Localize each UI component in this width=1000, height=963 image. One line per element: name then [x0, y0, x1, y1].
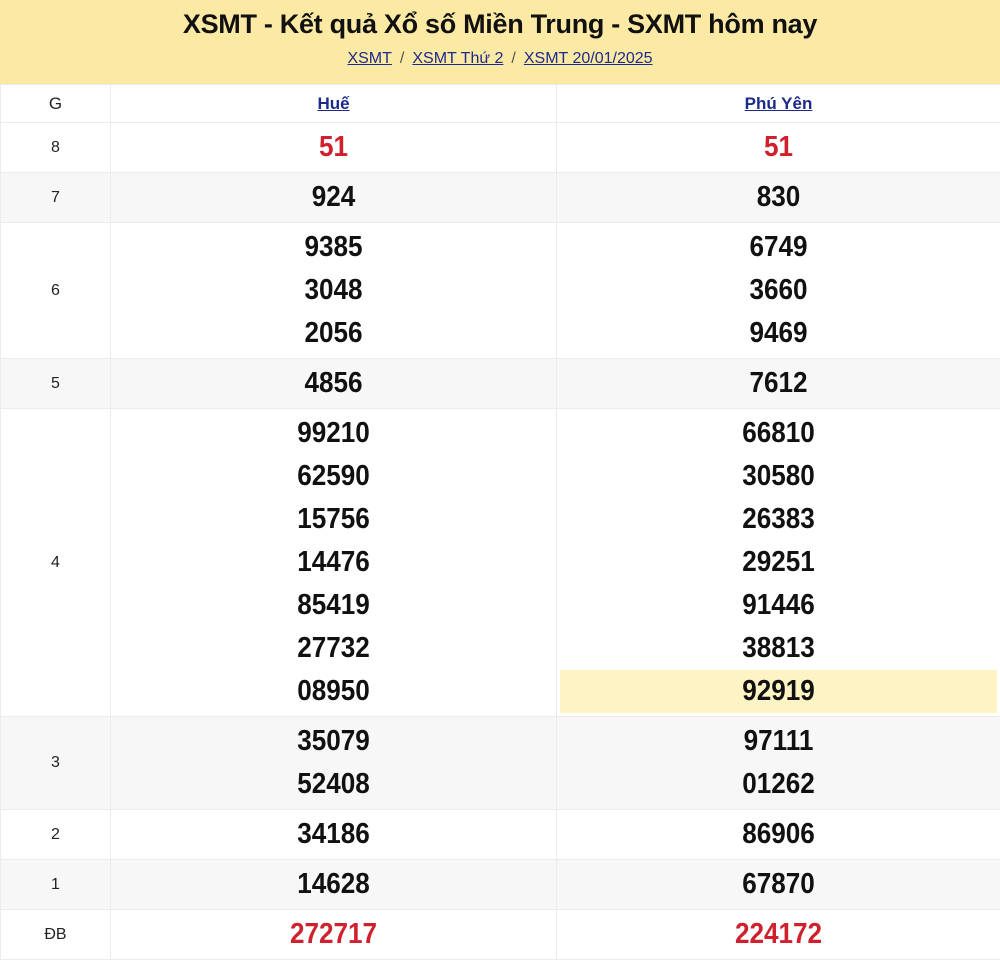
lottery-number: 272717	[289, 918, 378, 950]
prize-column-header: G	[0, 84, 111, 123]
lottery-number: 85419	[297, 589, 370, 621]
prize-label: 4	[0, 408, 111, 717]
lottery-number: 9469	[749, 317, 808, 349]
result-cell: 86906	[556, 809, 1000, 860]
lottery-number: 86906	[742, 818, 815, 850]
result-cell: 6749 3660 9469	[556, 222, 1000, 359]
prize-label: 2	[0, 809, 111, 860]
lottery-number: 30580	[742, 460, 815, 492]
lottery-number: 34186	[297, 818, 370, 850]
lottery-number: 224172	[734, 918, 823, 950]
table-row: 7 924 830	[0, 172, 1000, 223]
breadcrumb-xsmt-date[interactable]: XSMT 20/01/2025	[523, 50, 653, 67]
lottery-number: 3660	[749, 274, 808, 306]
lottery-number: 6749	[749, 231, 808, 263]
lottery-number: 08950	[297, 675, 370, 707]
lottery-number: 26383	[742, 503, 815, 535]
prize-label: ĐB	[0, 909, 111, 960]
result-cell: 35079 52408	[110, 716, 557, 810]
lottery-number: 67870	[742, 868, 815, 900]
lottery-number: 4856	[304, 367, 363, 399]
lottery-number: 14476	[297, 546, 370, 578]
result-cell: 7612	[556, 358, 1000, 409]
result-cell: 97111 01262	[556, 716, 1000, 810]
lottery-number: 27732	[297, 632, 370, 664]
result-cell: 14628	[110, 859, 557, 910]
province-header: Phú Yên	[556, 84, 1000, 123]
result-cell: 9385 3048 2056	[110, 222, 557, 359]
table-row: 1 14628 67870	[0, 859, 1000, 910]
lottery-number: 7612	[749, 367, 808, 399]
prize-label: 1	[0, 859, 111, 910]
result-cell: 99210 62590 15756 14476 85419 27732 08950	[110, 408, 557, 717]
result-cell: 272717	[110, 909, 557, 960]
lottery-number: 66810	[742, 417, 815, 449]
table-row: 4 99210 62590 15756 14476 85419 27732 08950 6681…	[0, 408, 1000, 717]
lottery-number: 29251	[742, 546, 815, 578]
result-cell: 66810 30580 26383 29251 91446 38813 92919	[556, 408, 1000, 717]
highlighted-number: 92919	[560, 670, 997, 713]
breadcrumb-separator: /	[511, 50, 516, 67]
page-title: XSMT - Kết quả Xổ số Miền Trung - SXMT h…	[182, 9, 818, 39]
lottery-number: 35079	[297, 725, 370, 757]
province-link-hue[interactable]: Huế	[317, 93, 350, 113]
result-cell: 67870	[556, 859, 1000, 910]
lottery-number: 97111	[743, 725, 814, 757]
result-cell: 830	[556, 172, 1000, 223]
table-row: 6 9385 3048 2056 6749 3660 9469	[0, 222, 1000, 359]
lottery-number: 99210	[297, 417, 370, 449]
lottery-number: 830	[756, 181, 801, 213]
prize-label: 7	[0, 172, 111, 223]
breadcrumb-xsmt[interactable]: XSMT	[347, 50, 392, 67]
table-row: 3 35079 52408 97111 01262	[0, 716, 1000, 810]
breadcrumb-xsmt-thu-2[interactable]: XSMT Thứ 2	[412, 50, 504, 67]
table-row: 8 51 51	[0, 122, 1000, 173]
lottery-number: 52408	[297, 768, 370, 800]
result-cell: 51	[556, 122, 1000, 173]
table-row: 2 34186 86906	[0, 809, 1000, 860]
breadcrumb-separator: /	[399, 50, 405, 67]
page-header: XSMT - Kết quả Xổ số Miền Trung - SXMT h…	[0, 0, 1000, 84]
prize-label: 8	[0, 122, 111, 173]
prize-label: 5	[0, 358, 111, 409]
lottery-number: 924	[311, 181, 356, 213]
lottery-number: 15756	[297, 503, 370, 535]
breadcrumb: XSMT / XSMT Thứ 2 / XSMT 20/01/2025	[0, 50, 1000, 68]
lottery-number: 2056	[304, 317, 363, 349]
lottery-number: 14628	[297, 868, 370, 900]
lottery-number: 51	[318, 131, 349, 163]
lottery-number: 9385	[304, 231, 363, 263]
prize-label: 3	[0, 716, 111, 810]
result-cell: 224172	[556, 909, 1000, 960]
lottery-number: 38813	[742, 632, 815, 664]
result-cell: 924	[110, 172, 557, 223]
table-row: 5 4856 7612	[0, 358, 1000, 409]
lottery-number: 3048	[304, 274, 363, 306]
table-header-row: G Huế Phú Yên	[0, 84, 1000, 123]
result-cell: 34186	[110, 809, 557, 860]
lottery-number: 91446	[742, 589, 815, 621]
table-row: ĐB 272717 224172	[0, 909, 1000, 960]
result-cell: 51	[110, 122, 557, 173]
lottery-number: 51	[763, 131, 794, 163]
province-header: Huế	[110, 84, 557, 123]
prize-label: 6	[0, 222, 111, 359]
province-link-phu-yen[interactable]: Phú Yên	[744, 93, 813, 113]
lottery-number: 92919	[742, 675, 815, 707]
result-cell: 4856	[110, 358, 557, 409]
lottery-number: 01262	[742, 768, 815, 800]
results-table: G Huế Phú Yên 8 51 51 7 924 830 6 9385 3048 2056 6…	[0, 84, 1000, 960]
lottery-number: 62590	[297, 460, 370, 492]
